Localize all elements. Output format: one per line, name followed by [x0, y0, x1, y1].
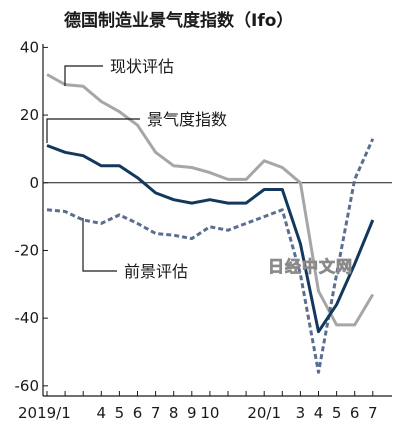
x-tick-label: 2019/1: [18, 404, 71, 422]
y-tick-label: 0: [29, 174, 39, 192]
series-label: 现状评估: [110, 57, 174, 76]
x-tick-label: 9: [187, 404, 197, 422]
x-tick-label: 4: [314, 404, 324, 422]
y-tick-label: 20: [20, 106, 39, 124]
y-tick-label: -60: [15, 377, 40, 395]
chart-title: 德国制造业景气度指数（Ifo）: [64, 10, 293, 31]
x-tick-label: 6: [133, 404, 143, 422]
series-label: 景气度指数: [147, 110, 227, 129]
series-label-leader: [46, 118, 140, 143]
x-tick-label: 5: [115, 404, 125, 422]
x-tick-label: 10: [200, 404, 219, 422]
watermark: 日经中文网: [268, 257, 353, 276]
series-group: [46, 73, 375, 374]
x-tick-label: 7: [151, 404, 161, 422]
series-line-2: [46, 144, 375, 334]
x-tick-label: 8: [169, 404, 179, 422]
x-tick-label: 7: [368, 404, 378, 422]
y-tick-label: -40: [15, 309, 40, 327]
x-tick-label: 4: [97, 404, 107, 422]
x-tick-label: 3: [296, 404, 306, 422]
series-line-1: [46, 73, 375, 327]
series-label-leader: [82, 218, 117, 272]
series-label-leader: [64, 65, 103, 86]
x-tick-label: 6: [350, 404, 360, 422]
y-tick-label: 40: [20, 38, 39, 56]
y-tick-label: -20: [15, 241, 40, 259]
x-tick-label: 20/1: [247, 404, 281, 422]
series-line-3: [46, 138, 375, 374]
series-label: 前景评估: [124, 262, 188, 281]
x-tick-label: 5: [332, 404, 342, 422]
